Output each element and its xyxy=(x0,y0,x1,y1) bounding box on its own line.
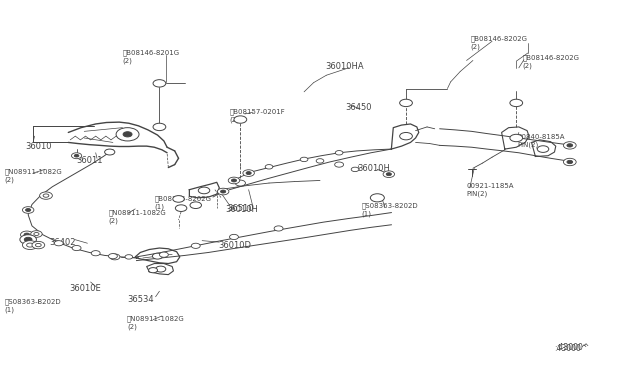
Circle shape xyxy=(159,252,168,257)
Circle shape xyxy=(43,194,49,197)
Circle shape xyxy=(72,246,81,251)
Circle shape xyxy=(32,241,45,249)
Circle shape xyxy=(31,231,42,237)
Text: S: S xyxy=(375,195,380,200)
Text: 36010H: 36010H xyxy=(357,164,390,173)
Circle shape xyxy=(34,232,39,235)
Text: 36402: 36402 xyxy=(49,238,76,247)
Circle shape xyxy=(234,116,246,123)
Text: :43000^: :43000^ xyxy=(554,344,588,353)
Text: 00840-8185A
PIN(2): 00840-8185A PIN(2) xyxy=(518,134,565,148)
Circle shape xyxy=(108,254,117,259)
Circle shape xyxy=(35,243,41,247)
Circle shape xyxy=(20,235,36,244)
Text: ⓃN08911-1082G
(2): ⓃN08911-1082G (2) xyxy=(127,315,185,330)
Circle shape xyxy=(27,243,33,247)
Circle shape xyxy=(54,241,63,246)
Circle shape xyxy=(316,159,324,163)
Text: 36010: 36010 xyxy=(26,142,52,151)
Circle shape xyxy=(399,132,412,140)
Text: 00921-1185A
PIN(2): 00921-1185A PIN(2) xyxy=(467,183,514,198)
Circle shape xyxy=(24,233,29,236)
Circle shape xyxy=(371,194,385,202)
Circle shape xyxy=(221,190,226,193)
Text: ⒷB08146-8202G
(2): ⒷB08146-8202G (2) xyxy=(523,54,580,68)
Circle shape xyxy=(22,241,38,250)
Circle shape xyxy=(335,151,343,155)
Text: 36010E: 36010E xyxy=(70,284,101,293)
Circle shape xyxy=(123,132,132,137)
Circle shape xyxy=(190,202,202,209)
Circle shape xyxy=(228,177,240,184)
Text: 36510: 36510 xyxy=(228,203,254,213)
Circle shape xyxy=(173,196,184,202)
Circle shape xyxy=(72,153,82,159)
Circle shape xyxy=(563,158,576,166)
Text: :43000^: :43000^ xyxy=(556,343,589,352)
Circle shape xyxy=(153,80,166,87)
Text: ⓃN08911-1082G
(2): ⓃN08911-1082G (2) xyxy=(108,209,166,224)
Circle shape xyxy=(104,149,115,155)
Circle shape xyxy=(300,157,308,161)
Circle shape xyxy=(156,266,166,272)
Circle shape xyxy=(153,123,166,131)
Circle shape xyxy=(383,171,394,177)
Circle shape xyxy=(125,255,132,259)
Text: 36534: 36534 xyxy=(127,295,154,304)
Text: 36010D: 36010D xyxy=(218,241,251,250)
Circle shape xyxy=(175,205,187,211)
Text: ⒷB08146-8202G
(2): ⒷB08146-8202G (2) xyxy=(470,35,527,50)
Text: ⒷB08146-8202G
(1): ⒷB08146-8202G (1) xyxy=(154,195,211,210)
Circle shape xyxy=(567,144,573,147)
Text: ⓃN08911-1082G
(2): ⓃN08911-1082G (2) xyxy=(4,169,62,183)
Circle shape xyxy=(510,134,523,142)
Circle shape xyxy=(265,164,273,169)
Circle shape xyxy=(230,234,239,240)
Circle shape xyxy=(26,208,31,212)
Circle shape xyxy=(152,253,163,259)
Text: ⒷB08157-0201F
(2): ⒷB08157-0201F (2) xyxy=(230,109,285,123)
Circle shape xyxy=(232,179,237,182)
Circle shape xyxy=(109,254,120,260)
Circle shape xyxy=(567,160,573,164)
Text: ⒷB08146-8201G
(2): ⒷB08146-8201G (2) xyxy=(122,49,180,64)
Circle shape xyxy=(218,188,229,195)
Circle shape xyxy=(563,142,576,149)
Circle shape xyxy=(24,237,32,242)
Text: 36011: 36011 xyxy=(77,155,103,165)
Circle shape xyxy=(510,99,523,107)
Circle shape xyxy=(246,171,252,174)
Circle shape xyxy=(351,167,359,171)
Circle shape xyxy=(74,154,79,157)
Text: ⓈS08363-8202D
(1): ⓈS08363-8202D (1) xyxy=(362,203,418,217)
Circle shape xyxy=(335,162,344,167)
Circle shape xyxy=(386,173,392,176)
Circle shape xyxy=(40,192,52,199)
Circle shape xyxy=(116,128,139,141)
Circle shape xyxy=(92,251,100,256)
Text: B: B xyxy=(157,81,162,86)
Circle shape xyxy=(399,99,412,107)
Circle shape xyxy=(236,180,246,186)
Circle shape xyxy=(198,187,210,194)
Text: B: B xyxy=(238,117,243,122)
Text: 36010H: 36010H xyxy=(226,205,259,215)
Circle shape xyxy=(148,267,157,273)
Text: 36010HA: 36010HA xyxy=(325,61,364,71)
Circle shape xyxy=(20,231,33,238)
Circle shape xyxy=(22,207,34,213)
Circle shape xyxy=(274,226,283,231)
Text: ⓈS08363-8202D
(1): ⓈS08363-8202D (1) xyxy=(4,299,61,313)
Text: 36450: 36450 xyxy=(346,103,372,112)
Circle shape xyxy=(191,243,200,248)
Circle shape xyxy=(538,146,548,153)
Circle shape xyxy=(243,170,254,176)
